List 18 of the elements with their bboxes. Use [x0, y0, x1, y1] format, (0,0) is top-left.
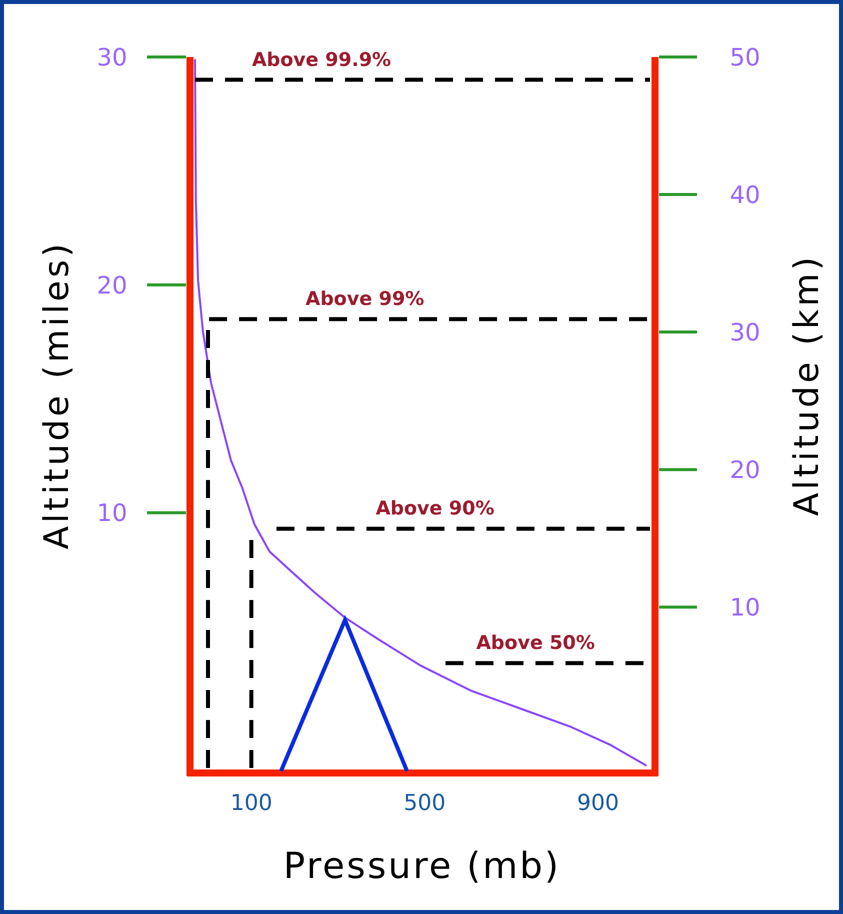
y2-tick-label: 30 — [730, 318, 760, 346]
y-tick-label: 30 — [96, 43, 128, 72]
annotation: Above 99% — [306, 288, 424, 310]
x-axis-title: Pressure (mb) — [283, 846, 561, 887]
x-tick-label: 900 — [577, 791, 619, 816]
annotation: Above 50% — [476, 632, 595, 654]
y2-tick-label: 20 — [730, 456, 760, 484]
y-tick-label: 10 — [96, 499, 128, 528]
annotation: Above 99.9% — [252, 48, 392, 71]
y2-tick-label: 10 — [730, 593, 760, 622]
annotation: Above 90% — [376, 498, 494, 520]
y2-axis-title: Altitude (km) — [787, 254, 827, 516]
x-tick-label: 500 — [404, 791, 446, 816]
x-tick-label: 100 — [230, 791, 272, 816]
y-axis-title: Altitude (miles) — [37, 240, 77, 550]
y-tick-label: 20 — [96, 271, 128, 300]
y2-tick-label: 50 — [730, 43, 760, 72]
y2-tick-label: 40 — [730, 180, 760, 209]
